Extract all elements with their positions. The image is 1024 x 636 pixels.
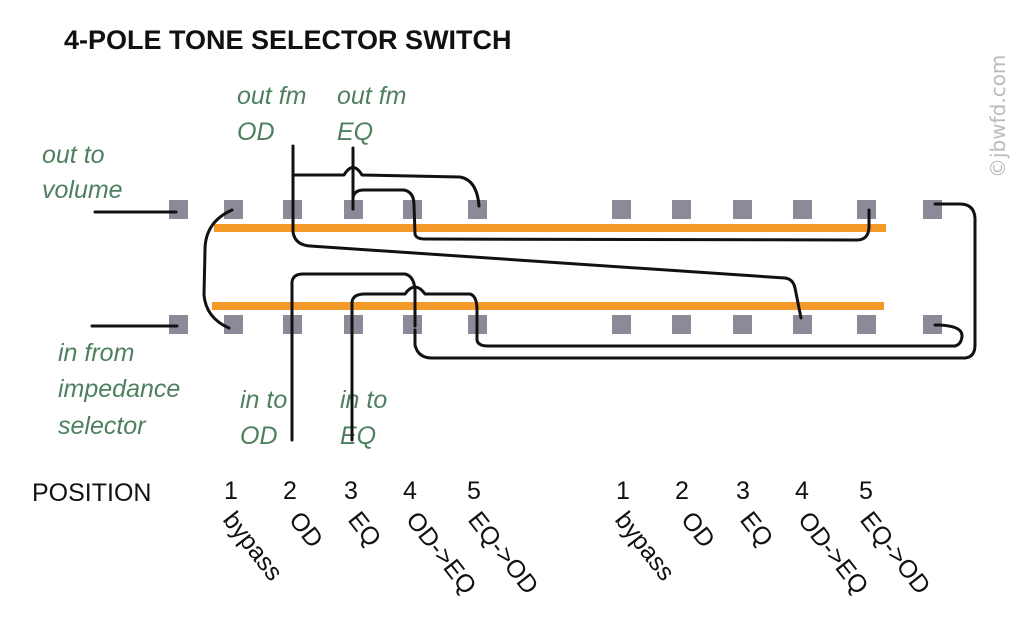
top-pad-11 [857, 200, 876, 219]
position-name: EQ [734, 506, 778, 552]
watermark: ©jbwfd.com [986, 55, 1010, 178]
position-number: 2 [283, 477, 297, 505]
label-out-fm-od-1: out fm [237, 82, 306, 110]
position-number: 1 [224, 477, 238, 505]
bottom-contact-bar [212, 302, 884, 310]
bottom-pad-1 [169, 315, 188, 334]
label-out-to-volume-2: volume [42, 176, 123, 204]
wire-out-fm-od [291, 144, 803, 320]
position-number: 3 [736, 477, 750, 505]
label-in-to-eq-1: in to [340, 386, 387, 414]
position-label: POSITION [32, 479, 151, 507]
position-name: OD [283, 506, 328, 553]
bottom-pad-2 [224, 315, 243, 334]
top-contact-bar [214, 224, 886, 232]
label-in-from-1: in from [58, 339, 134, 367]
position-number: 4 [403, 477, 417, 505]
bottom-pad-12 [923, 315, 942, 334]
position-number: 5 [859, 477, 873, 505]
wire-outer-loop [413, 202, 977, 360]
bottom-pad-11 [857, 315, 876, 334]
top-pad-10 [793, 200, 812, 219]
label-in-to-eq-2: EQ [340, 422, 376, 450]
top-pad-8 [672, 200, 691, 219]
top-pad-6 [468, 200, 487, 219]
top-pad-2 [224, 200, 243, 219]
position-number: 1 [616, 477, 630, 505]
top-pad-9 [733, 200, 752, 219]
label-out-fm-od-2: OD [237, 118, 275, 146]
position-labels: 1bypass2OD3EQ4OD->EQ5EQ->OD1bypass2OD3EQ… [217, 477, 936, 600]
label-out-to-volume-1: out to [42, 141, 105, 169]
position-name: bypass [217, 506, 288, 586]
bottom-pad-7 [612, 315, 631, 334]
position-number: 4 [795, 477, 809, 505]
bottom-pad-8 [672, 315, 691, 334]
label-out-fm-eq-1: out fm [337, 82, 406, 110]
diagram-title: 4-POLE TONE SELECTOR SWITCH [64, 25, 512, 55]
top-pad-7 [612, 200, 631, 219]
bottom-pad-5 [403, 315, 422, 334]
position-number: 5 [467, 477, 481, 505]
wire-bypass-link [202, 208, 234, 330]
position-number: 2 [675, 477, 689, 505]
bottom-pad-10 [793, 315, 812, 334]
position-name: bypass [609, 506, 680, 586]
label-in-to-od-1: in to [240, 386, 287, 414]
wire-od-branch [291, 166, 481, 208]
position-name: EQ [342, 506, 386, 552]
top-pad-1 [169, 200, 188, 219]
wire-eq-branch [351, 188, 871, 242]
top-pad-5 [403, 200, 422, 219]
label-out-fm-eq-2: EQ [337, 118, 373, 146]
position-number: 3 [344, 477, 358, 505]
label-in-to-od-2: OD [240, 422, 278, 450]
wire-in-to-eq [350, 285, 964, 442]
position-name: OD [675, 506, 720, 553]
label-in-from-2: impedance [58, 375, 180, 403]
switch-pads [169, 200, 942, 334]
wire-in-to-od [290, 272, 417, 442]
label-in-from-3: selector [58, 412, 147, 440]
bottom-pad-9 [733, 315, 752, 334]
